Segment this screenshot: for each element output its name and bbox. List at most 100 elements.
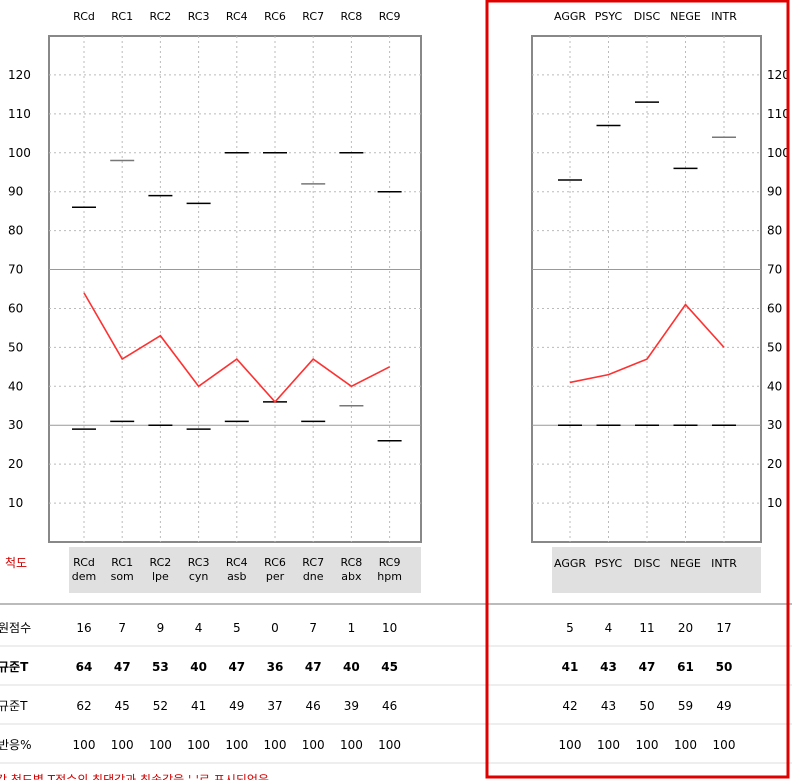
rc-bottom-abbr-asb: asb: [227, 570, 246, 583]
rc-bottom-code-RCd: RCd: [73, 556, 95, 569]
table-right-cell-1-1: 43: [600, 660, 617, 674]
rc-top-label-RC3: RC3: [188, 10, 210, 23]
rc-ytick-100: 100: [8, 146, 31, 160]
table-right-cell-3-2: 100: [636, 738, 659, 752]
table-right-cell-3-0: 100: [559, 738, 582, 752]
table-left-cell-1-4: 47: [228, 660, 245, 674]
table-left-cell-3-6: 100: [302, 738, 325, 752]
rc-bottom-code-RC1: RC1: [111, 556, 133, 569]
psy5-top-label-DISC: DISC: [634, 10, 661, 23]
rc-bottom-abbr-hpm: hpm: [377, 570, 402, 583]
rc-ytick-60: 60: [8, 301, 23, 315]
table-row-label-3: 반응%: [0, 738, 31, 752]
table-left-cell-2-4: 49: [229, 699, 244, 713]
psy5-ytick-80: 80: [767, 224, 782, 238]
table-left-cell-3-8: 100: [378, 738, 401, 752]
table-left-cell-1-8: 45: [381, 660, 398, 674]
table-left-cell-2-8: 46: [382, 699, 397, 713]
rc-top-label-RC6: RC6: [264, 10, 286, 23]
psy5-ytick-10: 10: [767, 496, 782, 510]
psy5-ytick-110: 110: [767, 107, 790, 121]
table-right-cell-1-0: 41: [562, 660, 579, 674]
rc-top-label-RCd: RCd: [73, 10, 95, 23]
psy5-top-label-NEGE: NEGE: [670, 10, 701, 23]
table-right-cell-2-2: 50: [639, 699, 654, 713]
table-left-cell-2-5: 37: [267, 699, 282, 713]
psy5-ytick-70: 70: [767, 263, 782, 277]
rc-top-label-RC7: RC7: [302, 10, 324, 23]
rc-ytick-90: 90: [8, 185, 23, 199]
table-row-label-2: 규준T: [0, 699, 28, 713]
rc-ytick-30: 30: [8, 418, 23, 432]
psy5-top-label-INTR: INTR: [711, 10, 737, 23]
table-left-cell-1-3: 40: [190, 660, 207, 674]
table-right-cell-3-3: 100: [674, 738, 697, 752]
table-left-cell-0-5: 0: [271, 621, 279, 635]
rc-bottom-code-RC7: RC7: [302, 556, 324, 569]
table-left-cell-2-1: 45: [115, 699, 130, 713]
rc-bottom-abbr-per: per: [266, 570, 285, 583]
rc-top-label-RC1: RC1: [111, 10, 133, 23]
table-left-cell-3-1: 100: [111, 738, 134, 752]
psy5-bottom-label-PSYC: PSYC: [595, 557, 623, 570]
table-left-cell-0-3: 4: [195, 621, 203, 635]
table-left-cell-2-0: 62: [76, 699, 91, 713]
psy5-label-band: [552, 547, 761, 593]
table-left-cell-3-2: 100: [149, 738, 172, 752]
table-left-cell-1-7: 40: [343, 660, 360, 674]
rc-bottom-abbr-cyn: cyn: [189, 570, 209, 583]
table-left-cell-1-5: 36: [267, 660, 284, 674]
footnote-text: 각 척도별 T점수의 최댓값과 최솟값을 '-'로 표시되었음: [0, 773, 269, 780]
table-right-cell-3-1: 100: [597, 738, 620, 752]
table-left-cell-3-3: 100: [187, 738, 210, 752]
table-left-cell-1-6: 47: [305, 660, 322, 674]
table-left-cell-0-6: 7: [309, 621, 317, 635]
psy5-ytick-60: 60: [767, 301, 782, 315]
rc-top-label-RC4: RC4: [226, 10, 248, 23]
rc-ytick-10: 10: [8, 496, 23, 510]
rc-bottom-code-RC6: RC6: [264, 556, 286, 569]
rc-bottom-code-RC9: RC9: [379, 556, 401, 569]
table-left-cell-2-6: 46: [306, 699, 321, 713]
table-right-cell-0-0: 5: [566, 621, 574, 635]
table-right-cell-2-0: 42: [562, 699, 577, 713]
psy5-highlight-frame: [485, 0, 790, 779]
table-row-label-0: 원점수: [0, 621, 31, 635]
table-right-cell-3-4: 100: [713, 738, 736, 752]
rc-bottom-abbr-abx: abx: [341, 570, 362, 583]
table-left-cell-2-3: 41: [191, 699, 206, 713]
table-left-cell-3-4: 100: [225, 738, 248, 752]
rc-top-label-RC2: RC2: [150, 10, 172, 23]
table-right-cell-0-3: 20: [678, 621, 693, 635]
table-left-cell-2-7: 39: [344, 699, 359, 713]
rc-bottom-code-RC3: RC3: [188, 556, 210, 569]
rc-bottom-abbr-lpe: lpe: [152, 570, 169, 583]
psy5-ytick-50: 50: [767, 340, 782, 354]
rc-ytick-110: 110: [8, 107, 31, 121]
table-right-cell-0-4: 17: [716, 621, 731, 635]
rc-bottom-code-RC2: RC2: [150, 556, 172, 569]
table-left-cell-0-1: 7: [118, 621, 126, 635]
rc-ytick-50: 50: [8, 340, 23, 354]
psy5-ytick-20: 20: [767, 457, 782, 471]
rc-top-label-RC9: RC9: [379, 10, 401, 23]
psy5-bottom-label-AGGR: AGGR: [554, 557, 586, 570]
table-right-cell-1-4: 50: [716, 660, 733, 674]
table-right-cell-0-1: 4: [605, 621, 613, 635]
psy5-bottom-label-DISC: DISC: [634, 557, 661, 570]
rc-ytick-70: 70: [8, 263, 23, 277]
table-row-label-1: 규준T: [0, 660, 29, 674]
rc-bottom-abbr-dne: dne: [303, 570, 324, 583]
table-right-cell-0-2: 11: [639, 621, 654, 635]
table-left-cell-0-0: 16: [76, 621, 91, 635]
table-left-cell-3-5: 100: [264, 738, 287, 752]
table-left-cell-2-2: 52: [153, 699, 168, 713]
table-right-cell-2-4: 49: [716, 699, 731, 713]
rc-bottom-abbr-dem: dem: [72, 570, 96, 583]
psy5-ytick-100: 100: [767, 146, 790, 160]
table-left-cell-1-0: 64: [76, 660, 93, 674]
table-left-cell-1-2: 53: [152, 660, 169, 674]
psy5-ytick-40: 40: [767, 379, 782, 393]
rc-bottom-code-RC4: RC4: [226, 556, 248, 569]
